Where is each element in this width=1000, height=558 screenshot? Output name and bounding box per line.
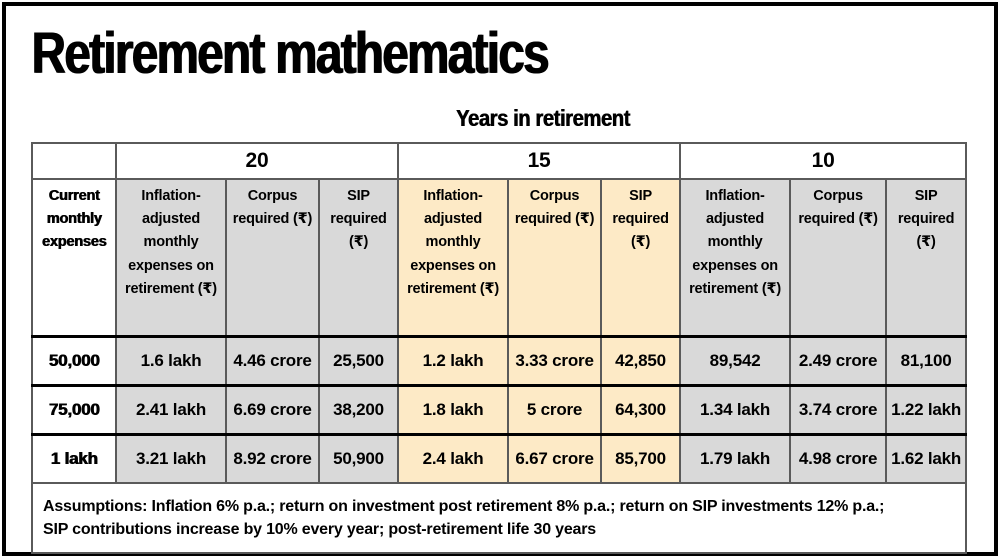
table-row: 1 lakh 3.21 lakh 8.92 crore 50,900 2.4 l… (31, 433, 968, 484)
value-cell: 1.2 lakh (397, 335, 510, 387)
table-row: 75,000 2.41 lakh 6.69 crore 38,200 1.8 l… (31, 384, 968, 436)
value-cell: 85,700 (600, 433, 682, 484)
header-inflation-20: Inflation-adjusted monthly expenses on r… (115, 178, 227, 338)
value-cell: 3.33 crore (507, 335, 603, 387)
header-sip-20: SIP required (₹) (317, 178, 400, 338)
value-cell: 2.41 lakh (115, 384, 227, 436)
value-cell: 4.46 crore (225, 335, 320, 387)
value-cell: 64,300 (600, 384, 682, 436)
assumptions-row: Assumptions: Inflation 6% p.a.; return o… (30, 482, 968, 554)
corner-blank-cell (31, 142, 117, 180)
value-cell: 5 crore (507, 384, 603, 436)
header-inflation-10: Inflation-adjusted monthly expenses on r… (679, 178, 792, 338)
value-cell: 42,850 (600, 335, 682, 387)
value-cell: 8.92 crore (225, 433, 320, 484)
year-group-20: 20 (114, 142, 400, 180)
value-cell: 6.69 crore (225, 384, 320, 436)
corner-header-cell: Current monthly expenses (31, 178, 117, 338)
value-cell: 1.6 lakh (115, 335, 227, 387)
years-in-retirement-text: Years in retirement (455, 105, 630, 131)
year-group-15: 15 (397, 142, 682, 180)
value-cell: 1.62 lakh (885, 433, 968, 484)
header-inflation-15: Inflation-adjusted monthly expenses on r… (397, 178, 510, 338)
row-label-cell: 75,000 (31, 384, 117, 436)
row-label-cell: 50,000 (31, 335, 117, 387)
value-cell: 3.74 crore (789, 384, 888, 436)
value-cell: 89,542 (679, 335, 792, 387)
value-cell: 1.34 lakh (679, 384, 792, 436)
row-label-cell: 1 lakh (31, 433, 117, 484)
header-sip-15: SIP required (₹) (600, 178, 682, 338)
value-cell: 1.22 lakh (885, 384, 968, 436)
assumptions-cell: Assumptions: Inflation 6% p.a.; return o… (30, 482, 968, 554)
value-cell: 4.98 crore (789, 433, 888, 484)
header-corpus-10: Corpus required (₹) (789, 178, 888, 338)
header-sip-10: SIP required (₹) (885, 178, 968, 338)
value-cell: 6.67 crore (507, 433, 603, 484)
page-title-text: Retirement mathematics (31, 21, 549, 86)
year-group-10: 10 (679, 142, 968, 180)
value-cell: 2.4 lakh (397, 433, 510, 484)
value-cell: 25,500 (317, 335, 400, 387)
retirement-table: 20 15 10 Current monthly expenses Inflat… (30, 142, 968, 554)
header-corpus-15: Corpus required (₹) (507, 178, 603, 338)
value-cell: 38,200 (317, 384, 400, 436)
value-cell: 50,900 (317, 433, 400, 484)
value-cell: 2.49 crore (789, 335, 888, 387)
table-row: 50,000 1.6 lakh 4.46 crore 25,500 1.2 la… (31, 335, 968, 387)
value-cell: 81,100 (885, 335, 968, 387)
column-header-row: Current monthly expenses Inflation-adjus… (31, 178, 968, 338)
year-group-row: 20 15 10 (31, 142, 968, 180)
value-cell: 1.8 lakh (397, 384, 510, 436)
years-in-retirement-header: Years in retirement (118, 105, 967, 132)
assumptions-line-2: SIP contributions increase by 10% every … (43, 521, 596, 538)
value-cell: 1.79 lakh (679, 433, 792, 484)
header-corpus-20: Corpus required (₹) (225, 178, 320, 338)
value-cell: 3.21 lakh (115, 433, 227, 484)
page-title: Retirement mathematics (31, 21, 661, 86)
assumptions-line-1: Assumptions: Inflation 6% p.a.; return o… (43, 497, 885, 515)
